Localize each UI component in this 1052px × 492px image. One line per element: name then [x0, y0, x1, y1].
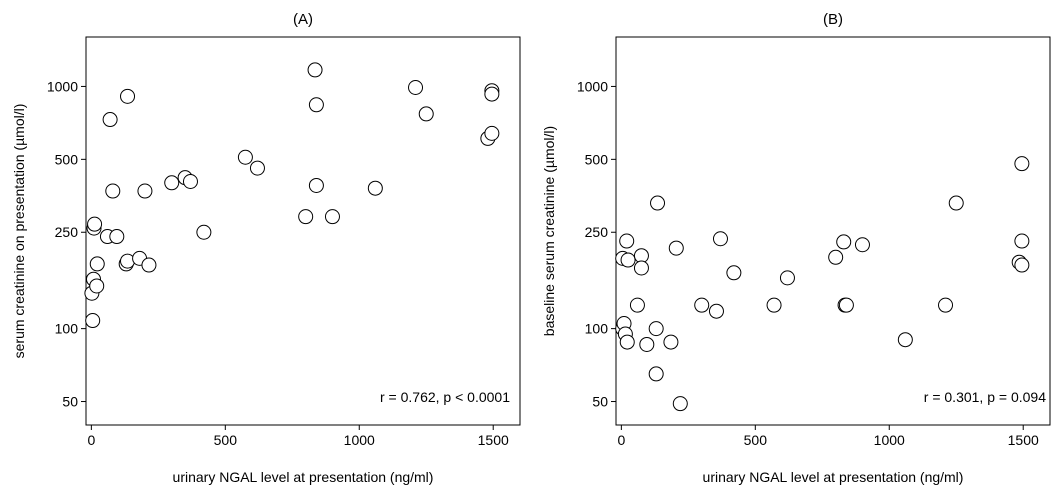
stat-annotation-a: r = 0.762, p < 0.0001	[380, 389, 510, 405]
data-point-a	[324, 209, 340, 225]
x-tick-label-b: 500	[744, 432, 768, 448]
data-point-a	[298, 209, 314, 225]
data-point-a	[367, 180, 383, 196]
data-point-b	[836, 234, 852, 250]
data-point-a	[85, 313, 101, 329]
data-point-b	[650, 195, 666, 211]
x-axis-label-a: urinary NGAL level at presentation (ng/m…	[173, 469, 434, 485]
y-axis-label-b: baseline serum creatinine (µmol/l)	[541, 126, 557, 336]
data-point-a	[249, 160, 265, 176]
data-point-b	[897, 332, 913, 348]
data-point-a	[484, 86, 500, 102]
data-point-a	[418, 106, 434, 122]
data-point-b	[663, 334, 679, 350]
data-point-a	[308, 97, 324, 113]
data-point-a	[408, 79, 424, 95]
y-tick-label-a: 100	[55, 321, 79, 337]
x-tick-label-b: 1000	[874, 432, 905, 448]
x-tick-label-a: 1500	[478, 432, 509, 448]
data-point-a	[109, 229, 125, 245]
data-point-b	[712, 231, 728, 247]
y-tick-label-b: 1000	[577, 78, 608, 94]
data-point-b	[639, 336, 655, 352]
data-point-b	[620, 252, 636, 268]
x-tick-label-a: 0	[87, 432, 95, 448]
y-axis-label-a: serum creatinine on presentation (µmol/l…	[11, 104, 27, 359]
x-tick-label-b: 1500	[1008, 432, 1039, 448]
data-point-a	[137, 183, 153, 199]
y-tick-label-a: 500	[55, 151, 79, 167]
stat-annotation-b: r = 0.301, p = 0.094	[924, 389, 1046, 405]
data-point-a	[484, 125, 500, 141]
data-point-b	[1014, 257, 1030, 273]
y-tick-label-b: 250	[585, 224, 609, 240]
y-tick-label-a: 250	[55, 224, 79, 240]
data-point-a	[164, 175, 180, 191]
data-point-b	[668, 240, 684, 256]
y-tick-label-a: 50	[62, 394, 78, 410]
data-point-b	[828, 249, 844, 265]
y-tick-label-a: 1000	[47, 78, 78, 94]
data-point-b	[726, 265, 742, 281]
y-tick-label-b: 500	[585, 151, 609, 167]
x-tick-label-a: 1000	[344, 432, 375, 448]
data-point-a	[308, 177, 324, 193]
panel-title-a: (A)	[293, 11, 313, 28]
plot-frame-a	[85, 36, 521, 426]
data-point-a	[120, 88, 136, 104]
panel-a: (A) urinary NGAL level at presentation (…	[11, 11, 521, 485]
data-point-b	[1014, 156, 1030, 172]
data-point-b	[938, 297, 954, 313]
y-tick-label-b: 100	[585, 321, 609, 337]
data-point-b	[648, 366, 664, 382]
data-point-b	[948, 195, 964, 211]
data-point-b	[838, 297, 854, 313]
x-axis-label-b: urinary NGAL level at presentation (ng/m…	[703, 469, 964, 485]
data-point-b	[672, 396, 688, 412]
data-point-a	[89, 256, 105, 272]
data-point-a	[105, 183, 121, 199]
data-point-b	[708, 303, 724, 319]
ticks-a: 0 500 1000 1500 50 100 250 500 1000	[47, 78, 509, 448]
panel-title-b: (B)	[823, 11, 843, 28]
data-point-b	[619, 334, 635, 350]
data-point-a	[182, 174, 198, 190]
x-tick-label-b: 0	[617, 432, 625, 448]
plot-frame-b	[615, 36, 1051, 426]
data-point-a	[89, 278, 105, 294]
data-point-b	[648, 321, 664, 337]
y-tick-label-b: 50	[592, 394, 608, 410]
data-point-a	[307, 62, 323, 78]
data-point-a	[196, 224, 212, 240]
data-point-b	[694, 297, 710, 313]
panel-b: (B) urinary NGAL level at presentation (…	[541, 11, 1051, 485]
data-point-b	[629, 297, 645, 313]
points-b	[615, 156, 1030, 412]
ticks-b: 0 500 1000 1500 50 100 250 500 1000	[577, 78, 1039, 448]
data-point-b	[766, 297, 782, 313]
data-point-a	[141, 257, 157, 273]
x-tick-label-a: 500	[214, 432, 238, 448]
points-a	[84, 62, 500, 329]
data-point-a	[87, 216, 103, 232]
data-point-a	[237, 149, 253, 165]
data-point-a	[102, 112, 118, 128]
data-point-b	[779, 270, 795, 286]
data-point-b	[619, 233, 635, 249]
data-point-b	[1014, 233, 1030, 249]
data-point-b	[633, 260, 649, 276]
data-point-b	[854, 237, 870, 253]
